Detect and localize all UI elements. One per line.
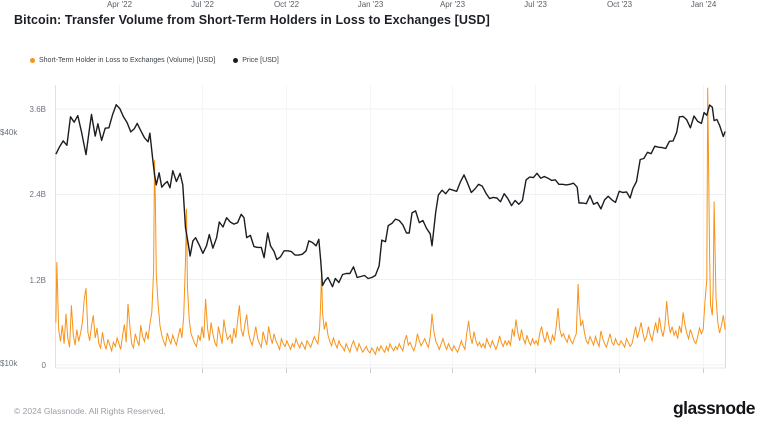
x-axis-label: Oct '23 xyxy=(606,0,633,9)
x-axis-label: Jan '23 xyxy=(357,0,384,9)
legend-item-label: Short-Term Holder in Loss to Exchanges (… xyxy=(39,57,216,64)
legend-item-volume[interactable]: Short-Term Holder in Loss to Exchanges (… xyxy=(30,57,215,64)
x-axis-label: Apr '23 xyxy=(439,0,466,9)
legend-item-price[interactable]: Price [USD] xyxy=(233,57,279,64)
y-axis-left-label: 2.4B xyxy=(29,190,46,200)
x-axis-label: Apr '22 xyxy=(106,0,133,9)
volume-series-dot-icon xyxy=(30,58,35,63)
copyright-text: © 2024 Glassnode. All Rights Reserved. xyxy=(14,406,166,416)
page-title: Bitcoin: Transfer Volume from Short-Term… xyxy=(14,13,490,27)
x-axis-label: Oct '22 xyxy=(273,0,300,9)
volume-series-line xyxy=(55,87,726,356)
y-axis-left-label: 3.6B xyxy=(29,105,46,115)
x-axis-label: Jul '22 xyxy=(191,0,214,9)
glassnode-logo[interactable]: glassnode xyxy=(672,398,756,418)
price-series-line xyxy=(55,104,726,288)
chart-plot[interactable] xyxy=(55,85,727,377)
y-axis-right-label: $40k xyxy=(0,127,18,137)
y-axis-right-label: $10k xyxy=(0,358,18,368)
x-axis-label: Jan '24 xyxy=(690,0,717,9)
chart-area: 0 1.2B 2.4B 3.6B Apr '22 Jul '22 Oct '22 Jan '2… xyxy=(0,0,727,377)
chart-legend: Short-Term Holder in Loss to Exchanges (… xyxy=(30,57,279,64)
price-series-dot-icon xyxy=(233,58,239,63)
y-axis-left-label: 0 xyxy=(41,361,46,370)
y-axis-left-label: 1.2B xyxy=(29,275,46,285)
legend-item-label: Price [USD] xyxy=(242,57,279,64)
x-axis-label: Jul '23 xyxy=(524,0,547,9)
